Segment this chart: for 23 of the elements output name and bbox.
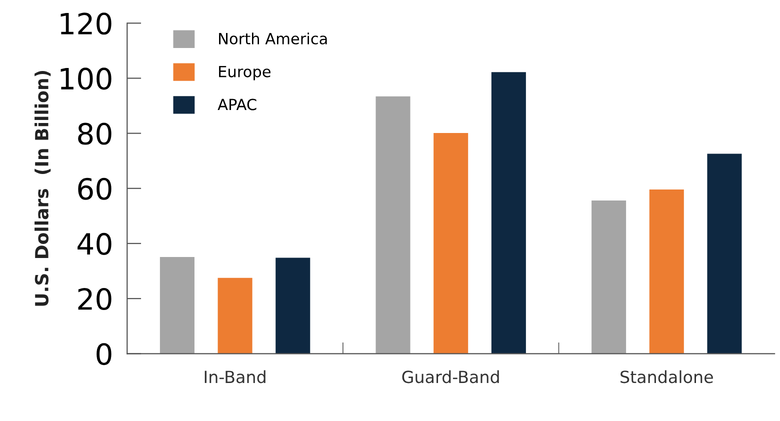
legend-label: North America [219, 32, 327, 44]
bar [592, 200, 626, 354]
y-tick-label: 60 [78, 178, 112, 200]
bar [376, 96, 410, 354]
bar [434, 133, 468, 354]
bar [218, 278, 252, 354]
y-tick-label: 120 [60, 12, 112, 35]
bar [649, 190, 684, 354]
y-tick-label: 40 [78, 232, 112, 255]
bar [276, 258, 310, 354]
y-tick-label: 100 [60, 68, 112, 90]
x-tick-label: In-Band [204, 370, 266, 384]
y-axis-title: U.S. Dollars (In Billion) [34, 70, 51, 306]
y-tick-label: 0 [96, 343, 112, 366]
legend-label: Europe [219, 66, 270, 80]
bar [491, 72, 526, 354]
bar [707, 154, 742, 354]
y-tick-label: 80 [78, 122, 112, 145]
bar [160, 256, 194, 354]
x-tick-label: Guard-Band [402, 370, 499, 384]
x-tick-label: Standalone [620, 370, 713, 384]
legend-label: APAC [218, 98, 256, 110]
y-tick-label: 20 [78, 288, 112, 310]
